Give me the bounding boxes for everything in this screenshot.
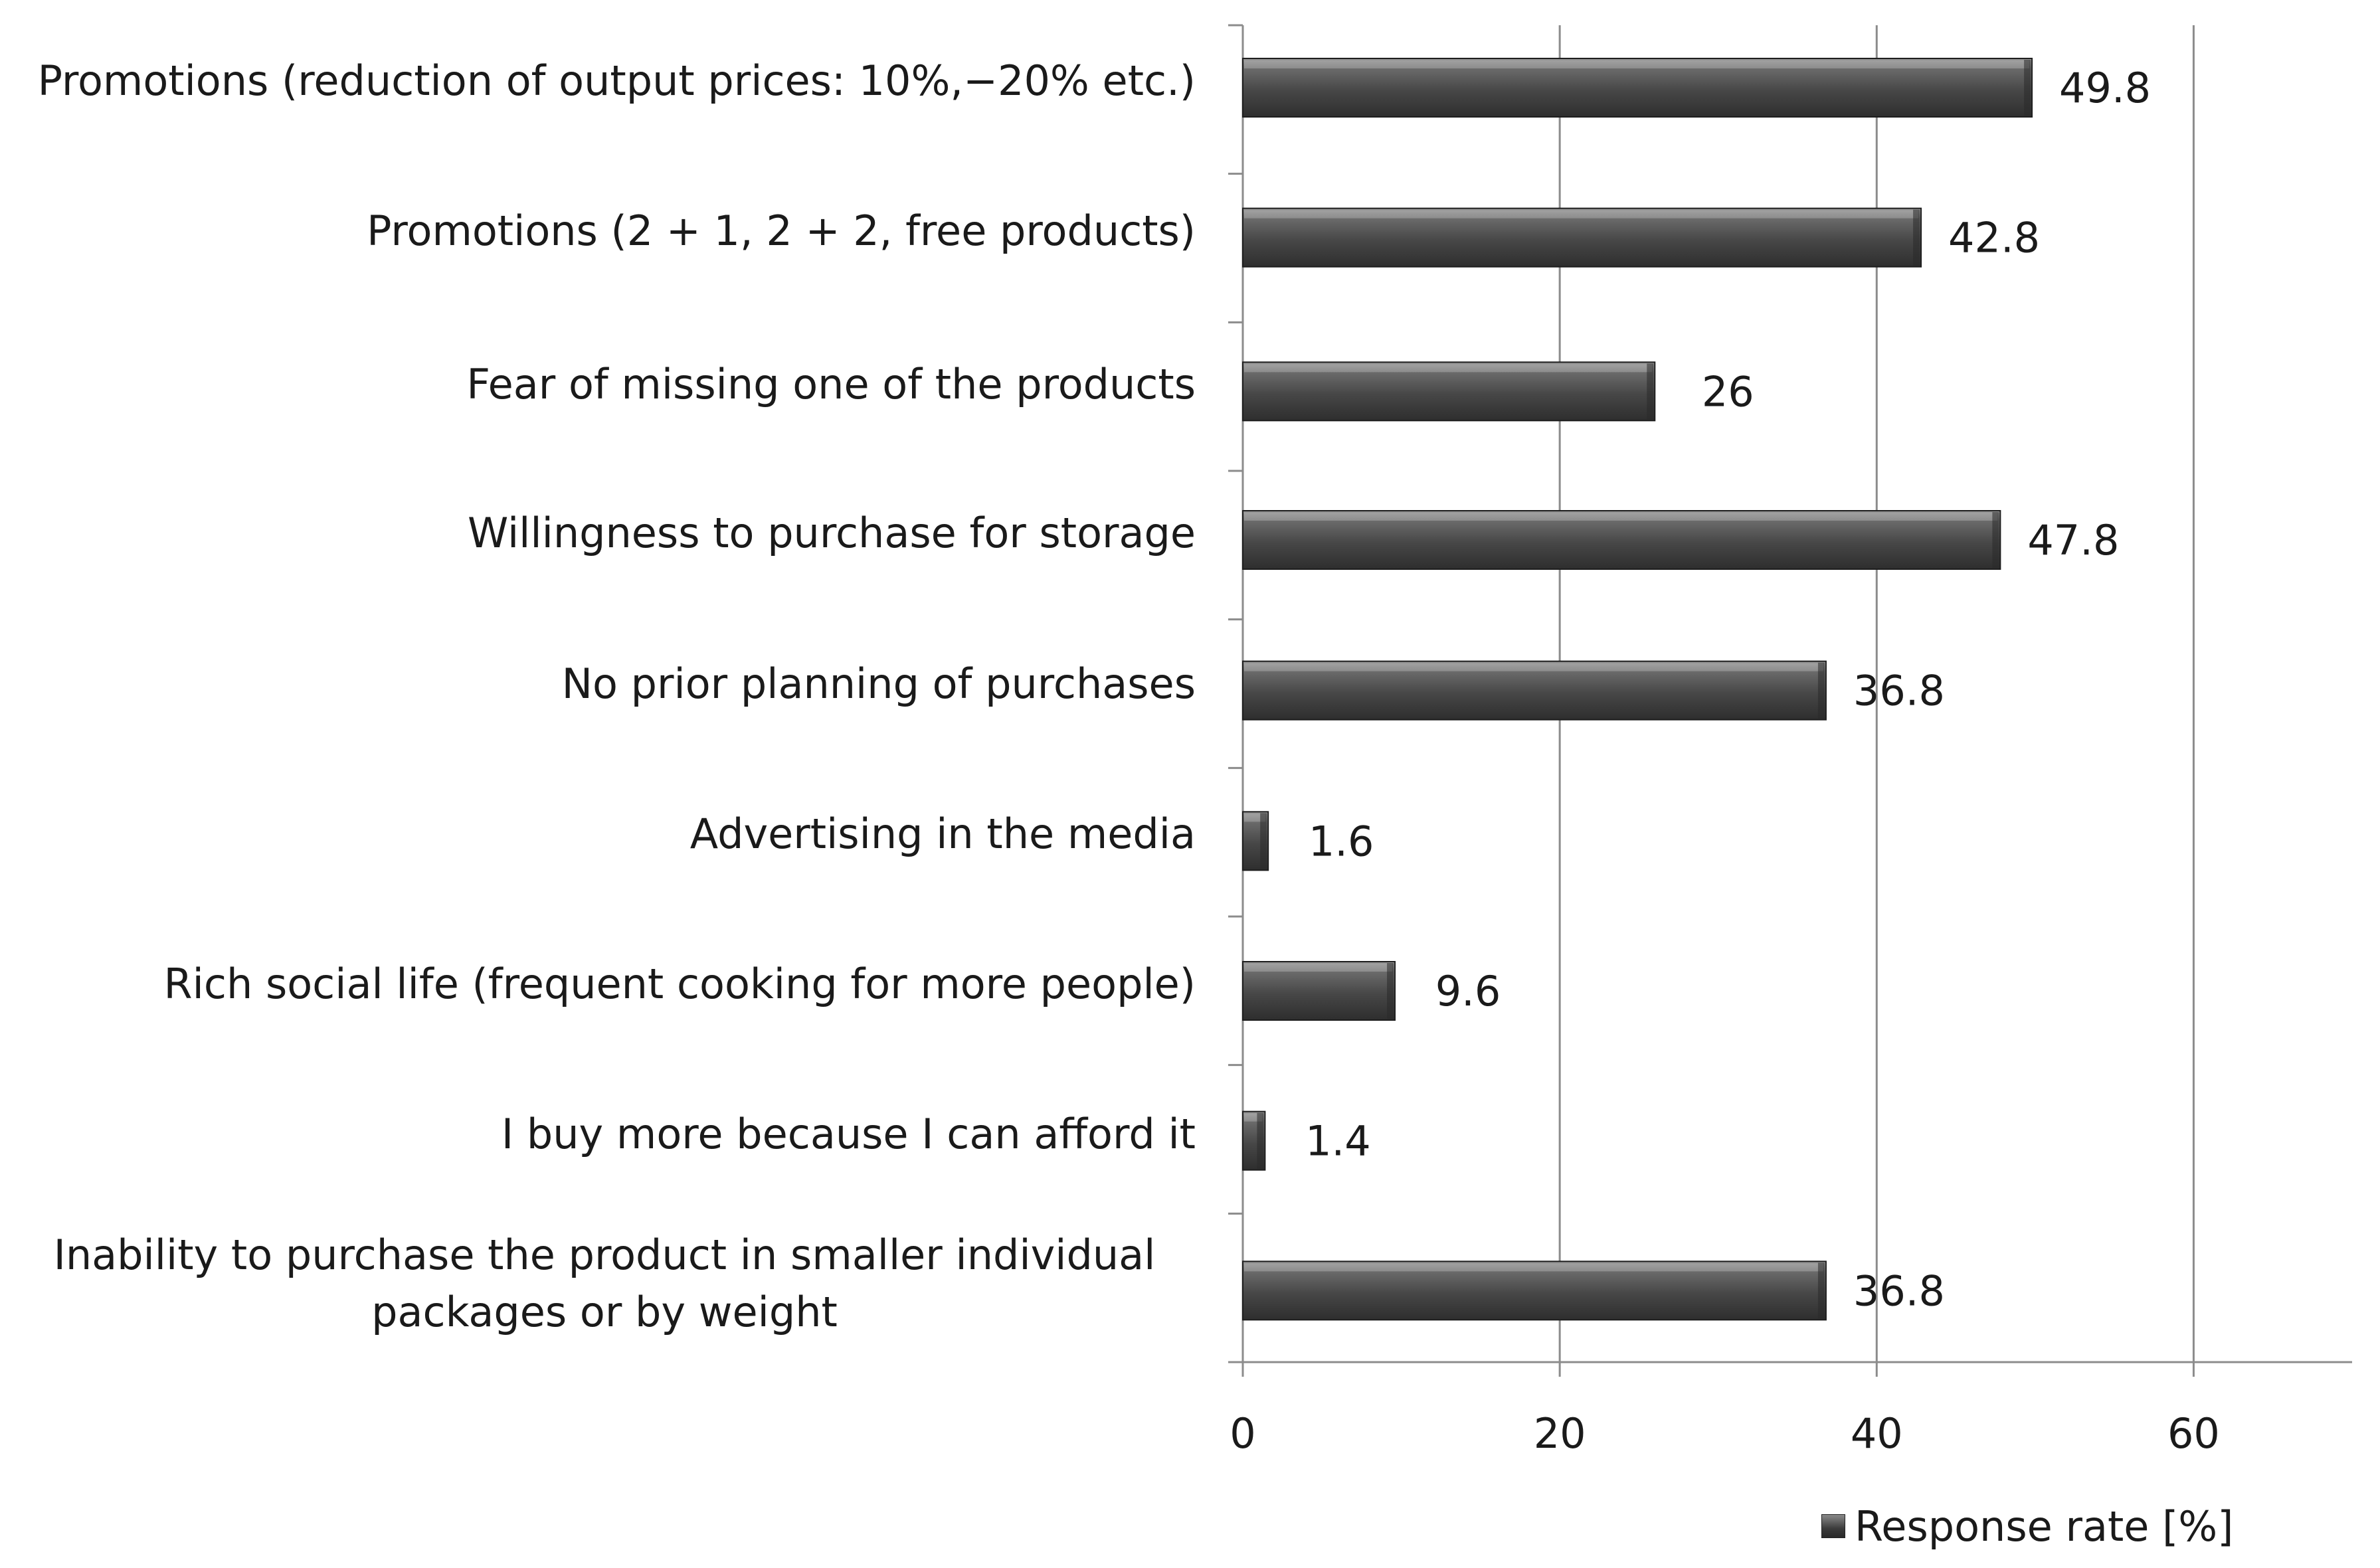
value-label: 36.8 [1853, 1266, 1945, 1315]
bar-end-bevel [1817, 662, 1825, 719]
bar [1242, 660, 1827, 721]
value-labels: 49.8 42.8 26 47.8 36.8 1.6 9.6 1.4 36.8 [1305, 64, 2151, 1315]
bar-highlight [1244, 513, 1998, 521]
category-label: Advertising in the media [689, 810, 1196, 859]
category-label: Willingness to purchase for storage [468, 509, 1196, 557]
bar-highlight [1244, 60, 2030, 68]
bar-end-bevel [1913, 209, 1920, 266]
value-label: 36.8 [1853, 667, 1945, 715]
category-label: Promotions (reduction of output prices: … [37, 56, 1196, 105]
x-tick-label: 20 [1534, 1409, 1586, 1458]
bar-end-bevel [1647, 363, 1654, 420]
value-label: 42.8 [1948, 214, 2040, 262]
bar [1242, 361, 1656, 422]
bar-highlight [1244, 814, 1266, 822]
bar-end-bevel [1257, 1112, 1264, 1169]
category-label: No prior planning of purchases [561, 659, 1196, 708]
value-label: 1.6 [1309, 817, 1374, 865]
value-label: 26 [1702, 367, 1754, 416]
bar [1242, 1261, 1827, 1321]
legend[interactable]: Response rate [%] [1821, 1500, 2233, 1553]
x-tick-label: 60 [2167, 1409, 2220, 1458]
bar-end-bevel [1387, 963, 1394, 1019]
bar-highlight [1244, 964, 1393, 972]
bar [1242, 207, 1922, 268]
value-label: 49.8 [2059, 64, 2151, 112]
bar [1242, 510, 2001, 570]
bar-highlight [1244, 663, 1823, 671]
bar [1242, 961, 1396, 1021]
category-label: Fear of missing one of the products [466, 360, 1196, 409]
value-label: 9.6 [1435, 967, 1501, 1015]
bar-end-bevel [2024, 60, 2031, 116]
x-tick-label: 40 [1851, 1409, 1903, 1458]
bar [1242, 58, 2033, 118]
bar-highlight [1244, 1263, 1823, 1272]
x-tick-labels: 0 20 40 60 [1230, 1409, 2220, 1458]
bar-end-bevel [1260, 813, 1267, 869]
bar-end-bevel [1817, 1263, 1825, 1319]
category-label: Inability to purchase the product in sma… [53, 1231, 1156, 1337]
category-label: I buy more because I can afford it [501, 1109, 1196, 1158]
category-label: Rich social life (frequent cooking for m… [163, 960, 1196, 1008]
bar-highlight [1244, 210, 1919, 218]
category-label: Promotions (2 + 1, 2 + 2, free products) [367, 206, 1196, 255]
bar-end-bevel [1992, 512, 1999, 568]
x-tick-label: 0 [1230, 1409, 1255, 1458]
value-label: 1.4 [1305, 1117, 1371, 1166]
bar-highlight [1244, 364, 1653, 373]
bars [1242, 58, 2033, 1321]
legend-swatch-icon [1821, 1514, 1845, 1538]
value-label: 47.8 [2027, 516, 2119, 565]
legend-label: Response rate [%] [1855, 1502, 2234, 1551]
